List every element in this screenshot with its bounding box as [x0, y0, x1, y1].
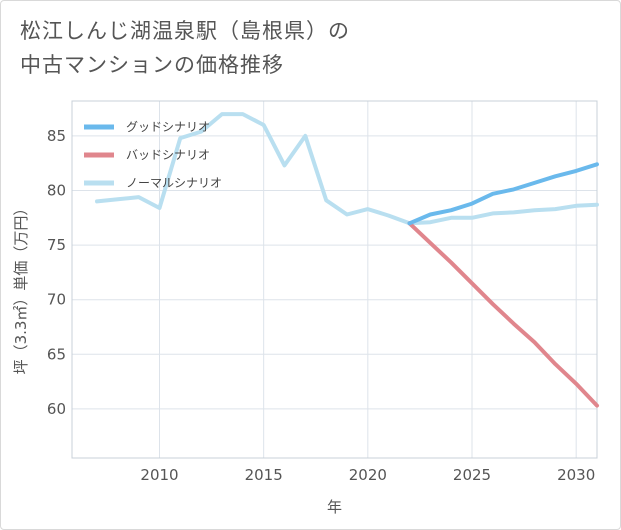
plot-area [71, 100, 598, 459]
x-tick-label: 2015 [245, 466, 283, 484]
legend-label-2: ノーマルシナリオ [126, 176, 222, 190]
y-tick-label: 70 [47, 291, 66, 309]
legend-label-1: バッドシナリオ [126, 148, 210, 162]
series-line-0 [407, 162, 599, 226]
grid-lines [72, 101, 597, 458]
legend-label-0: グッドシナリオ [126, 120, 210, 134]
series-lines [95, 112, 599, 408]
y-tick-label: 75 [47, 236, 66, 254]
y-tick-label: 65 [47, 345, 66, 363]
x-tick-label: 2020 [349, 466, 387, 484]
y-tick-label: 80 [47, 182, 66, 200]
series-line-1 [407, 221, 599, 408]
x-axis-title: 年 [327, 498, 342, 516]
chart-title-line-2: 中古マンションの価格推移 [20, 53, 284, 77]
y-tick-label: 60 [47, 400, 66, 418]
chart-title-line-1: 松江しんじ湖温泉駅（島根県）の [20, 19, 350, 43]
x-tick-label: 2025 [453, 466, 491, 484]
x-tick-label: 2030 [557, 466, 595, 484]
axes: 60 65 70 75 80 85 2010 2015 2020 2025 2030 [47, 100, 598, 484]
x-tick-label: 2010 [140, 466, 178, 484]
y-axis-title: 坪（3.3㎡）単価（万円） [12, 201, 30, 375]
chart-title: 松江しんじ湖温泉駅（島根県）の 中古マンションの価格推移 [20, 14, 350, 82]
series-line-2 [95, 112, 599, 226]
y-tick-label: 85 [47, 127, 66, 145]
